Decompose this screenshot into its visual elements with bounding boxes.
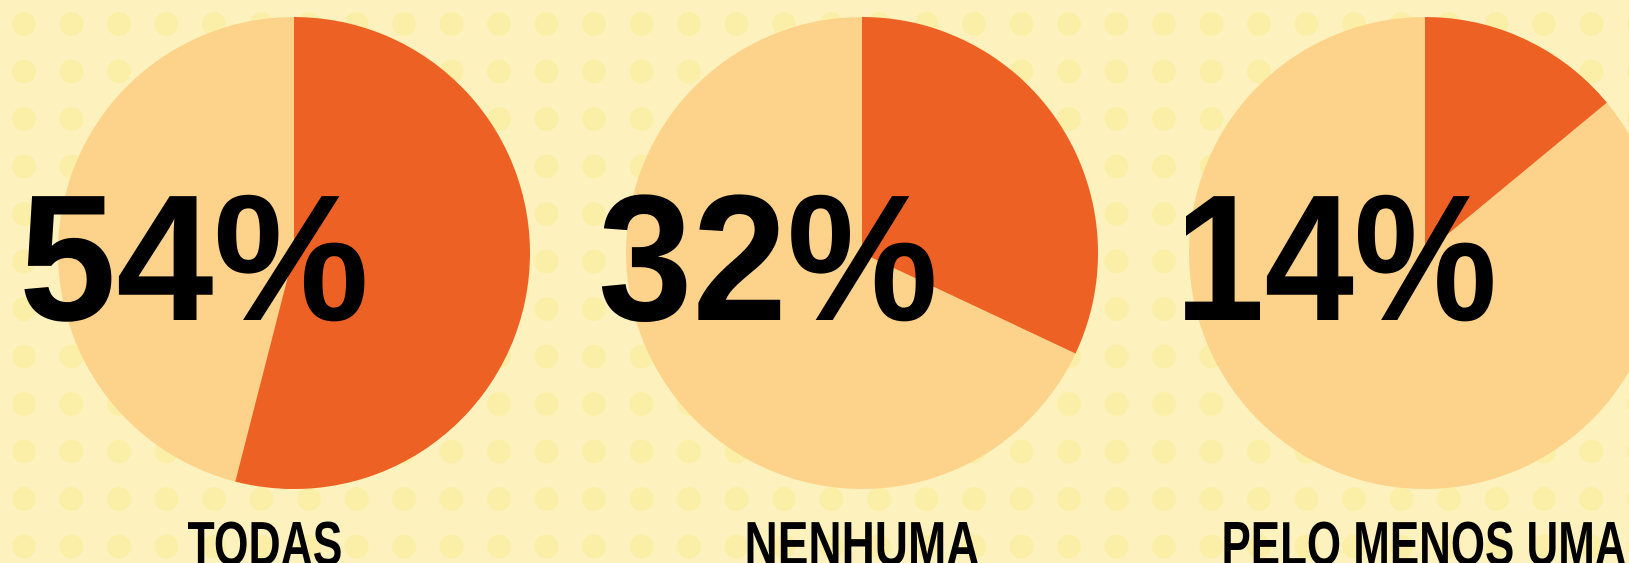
category-label: NENHUMA	[745, 510, 980, 563]
pie-slice	[862, 17, 1098, 354]
pie-slice	[1425, 17, 1607, 253]
value-label: 32%	[598, 158, 938, 359]
category-label: TODAS	[188, 510, 343, 563]
value-label: 14%	[1175, 158, 1497, 359]
value-label: 54%	[19, 158, 369, 359]
category-label: PELO MENOS UMA	[1222, 510, 1627, 563]
pie-slice	[235, 17, 531, 489]
